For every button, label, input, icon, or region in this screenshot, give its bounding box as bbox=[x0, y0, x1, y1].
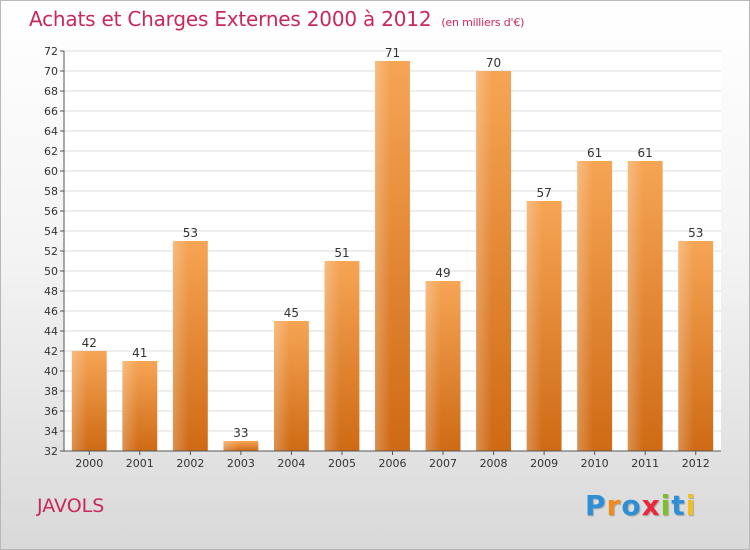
data-label: 49 bbox=[435, 266, 450, 280]
data-label: 57 bbox=[536, 186, 551, 200]
logo-letter: i bbox=[660, 489, 672, 522]
logo-letter: P bbox=[585, 489, 607, 522]
chart-unit: (en milliers d'€) bbox=[441, 16, 525, 29]
x-tick-label: 2001 bbox=[126, 457, 154, 470]
x-tick-label: 2010 bbox=[581, 457, 609, 470]
bar-highlight bbox=[425, 281, 442, 451]
bar bbox=[223, 441, 259, 451]
y-tick-label: 68 bbox=[44, 85, 58, 98]
y-tick-label: 54 bbox=[44, 225, 58, 238]
bar-highlight bbox=[324, 261, 341, 451]
x-tick-label: 2002 bbox=[176, 457, 204, 470]
bar-highlight bbox=[172, 241, 189, 451]
logo-letter: o bbox=[621, 489, 642, 522]
logo-letter: r bbox=[606, 489, 622, 522]
bar-highlight bbox=[577, 161, 593, 451]
bar-highlight bbox=[526, 201, 543, 451]
x-tick-label: 2006 bbox=[379, 457, 407, 470]
x-tick-label: 2012 bbox=[682, 457, 710, 470]
y-axis-ticks: 32 34 36 38 40 42 44 46 48 50 52 54 56 58 60 62 64 66 68 70… bbox=[44, 45, 64, 458]
y-tick-label: 58 bbox=[44, 185, 58, 198]
x-tick-label: 2005 bbox=[328, 457, 356, 470]
y-tick-label: 70 bbox=[44, 65, 58, 78]
data-label: 51 bbox=[334, 246, 349, 260]
x-tick-label: 2000 bbox=[75, 457, 103, 470]
y-tick-label: 60 bbox=[44, 165, 58, 178]
y-tick-label: 34 bbox=[44, 425, 58, 438]
place-label: JAVOLS bbox=[37, 495, 105, 517]
data-label: 70 bbox=[486, 56, 501, 70]
bar-highlight bbox=[627, 161, 644, 451]
x-tick-label: 2004 bbox=[277, 457, 305, 470]
y-tick-label: 44 bbox=[44, 325, 58, 338]
bar-highlight bbox=[476, 71, 492, 451]
bar-highlight bbox=[122, 361, 139, 451]
x-tick-label: 2007 bbox=[429, 457, 457, 470]
y-tick-label: 42 bbox=[44, 345, 58, 358]
data-label: 41 bbox=[132, 346, 147, 360]
data-label: 42 bbox=[82, 336, 97, 350]
data-label: 45 bbox=[284, 306, 299, 320]
y-tick-label: 40 bbox=[44, 365, 58, 378]
data-label: 53 bbox=[688, 226, 703, 240]
y-tick-label: 46 bbox=[44, 305, 58, 318]
logo-letter: t bbox=[671, 489, 686, 522]
bar-highlight bbox=[71, 351, 88, 451]
data-label: 53 bbox=[183, 226, 198, 240]
y-tick-label: 62 bbox=[44, 145, 58, 158]
x-tick-label: 2009 bbox=[530, 457, 558, 470]
logo-letter: x bbox=[641, 489, 661, 522]
y-tick-label: 48 bbox=[44, 285, 58, 298]
bar-highlight bbox=[375, 61, 391, 451]
y-tick-label: 36 bbox=[44, 405, 58, 418]
x-tick-label: 2011 bbox=[631, 457, 659, 470]
x-axis-ticks: 2000 2001 2002 2003 2004 2005 2006 2007 2008 2009… bbox=[75, 451, 710, 470]
bar-highlight bbox=[223, 441, 240, 451]
data-label: 61 bbox=[638, 146, 653, 160]
y-tick-label: 38 bbox=[44, 385, 58, 398]
data-label: 33 bbox=[233, 426, 248, 440]
y-tick-label: 50 bbox=[44, 265, 58, 278]
data-label: 71 bbox=[385, 46, 400, 60]
chart-title: Achats et Charges Externes 2000 à 2012 (e… bbox=[29, 7, 524, 31]
proxiti-logo: Proxiti bbox=[585, 489, 696, 522]
bar-highlight bbox=[273, 321, 290, 451]
chart-title-text: Achats et Charges Externes 2000 à 2012 bbox=[29, 7, 432, 31]
y-tick-label: 66 bbox=[44, 105, 58, 118]
bar-highlight bbox=[678, 241, 694, 451]
y-tick-label: 52 bbox=[44, 245, 58, 258]
y-tick-label: 56 bbox=[44, 205, 58, 218]
logo-letter: i bbox=[685, 489, 697, 522]
y-tick-label: 72 bbox=[44, 45, 58, 58]
y-tick-label: 32 bbox=[44, 445, 58, 458]
y-tick-label: 64 bbox=[44, 125, 58, 138]
bars: 42 41 53 33 45 51 71 49 70 57 61 61 53 bbox=[71, 46, 714, 451]
x-tick-label: 2008 bbox=[480, 457, 508, 470]
x-tick-label: 2003 bbox=[227, 457, 255, 470]
data-label: 61 bbox=[587, 146, 602, 160]
